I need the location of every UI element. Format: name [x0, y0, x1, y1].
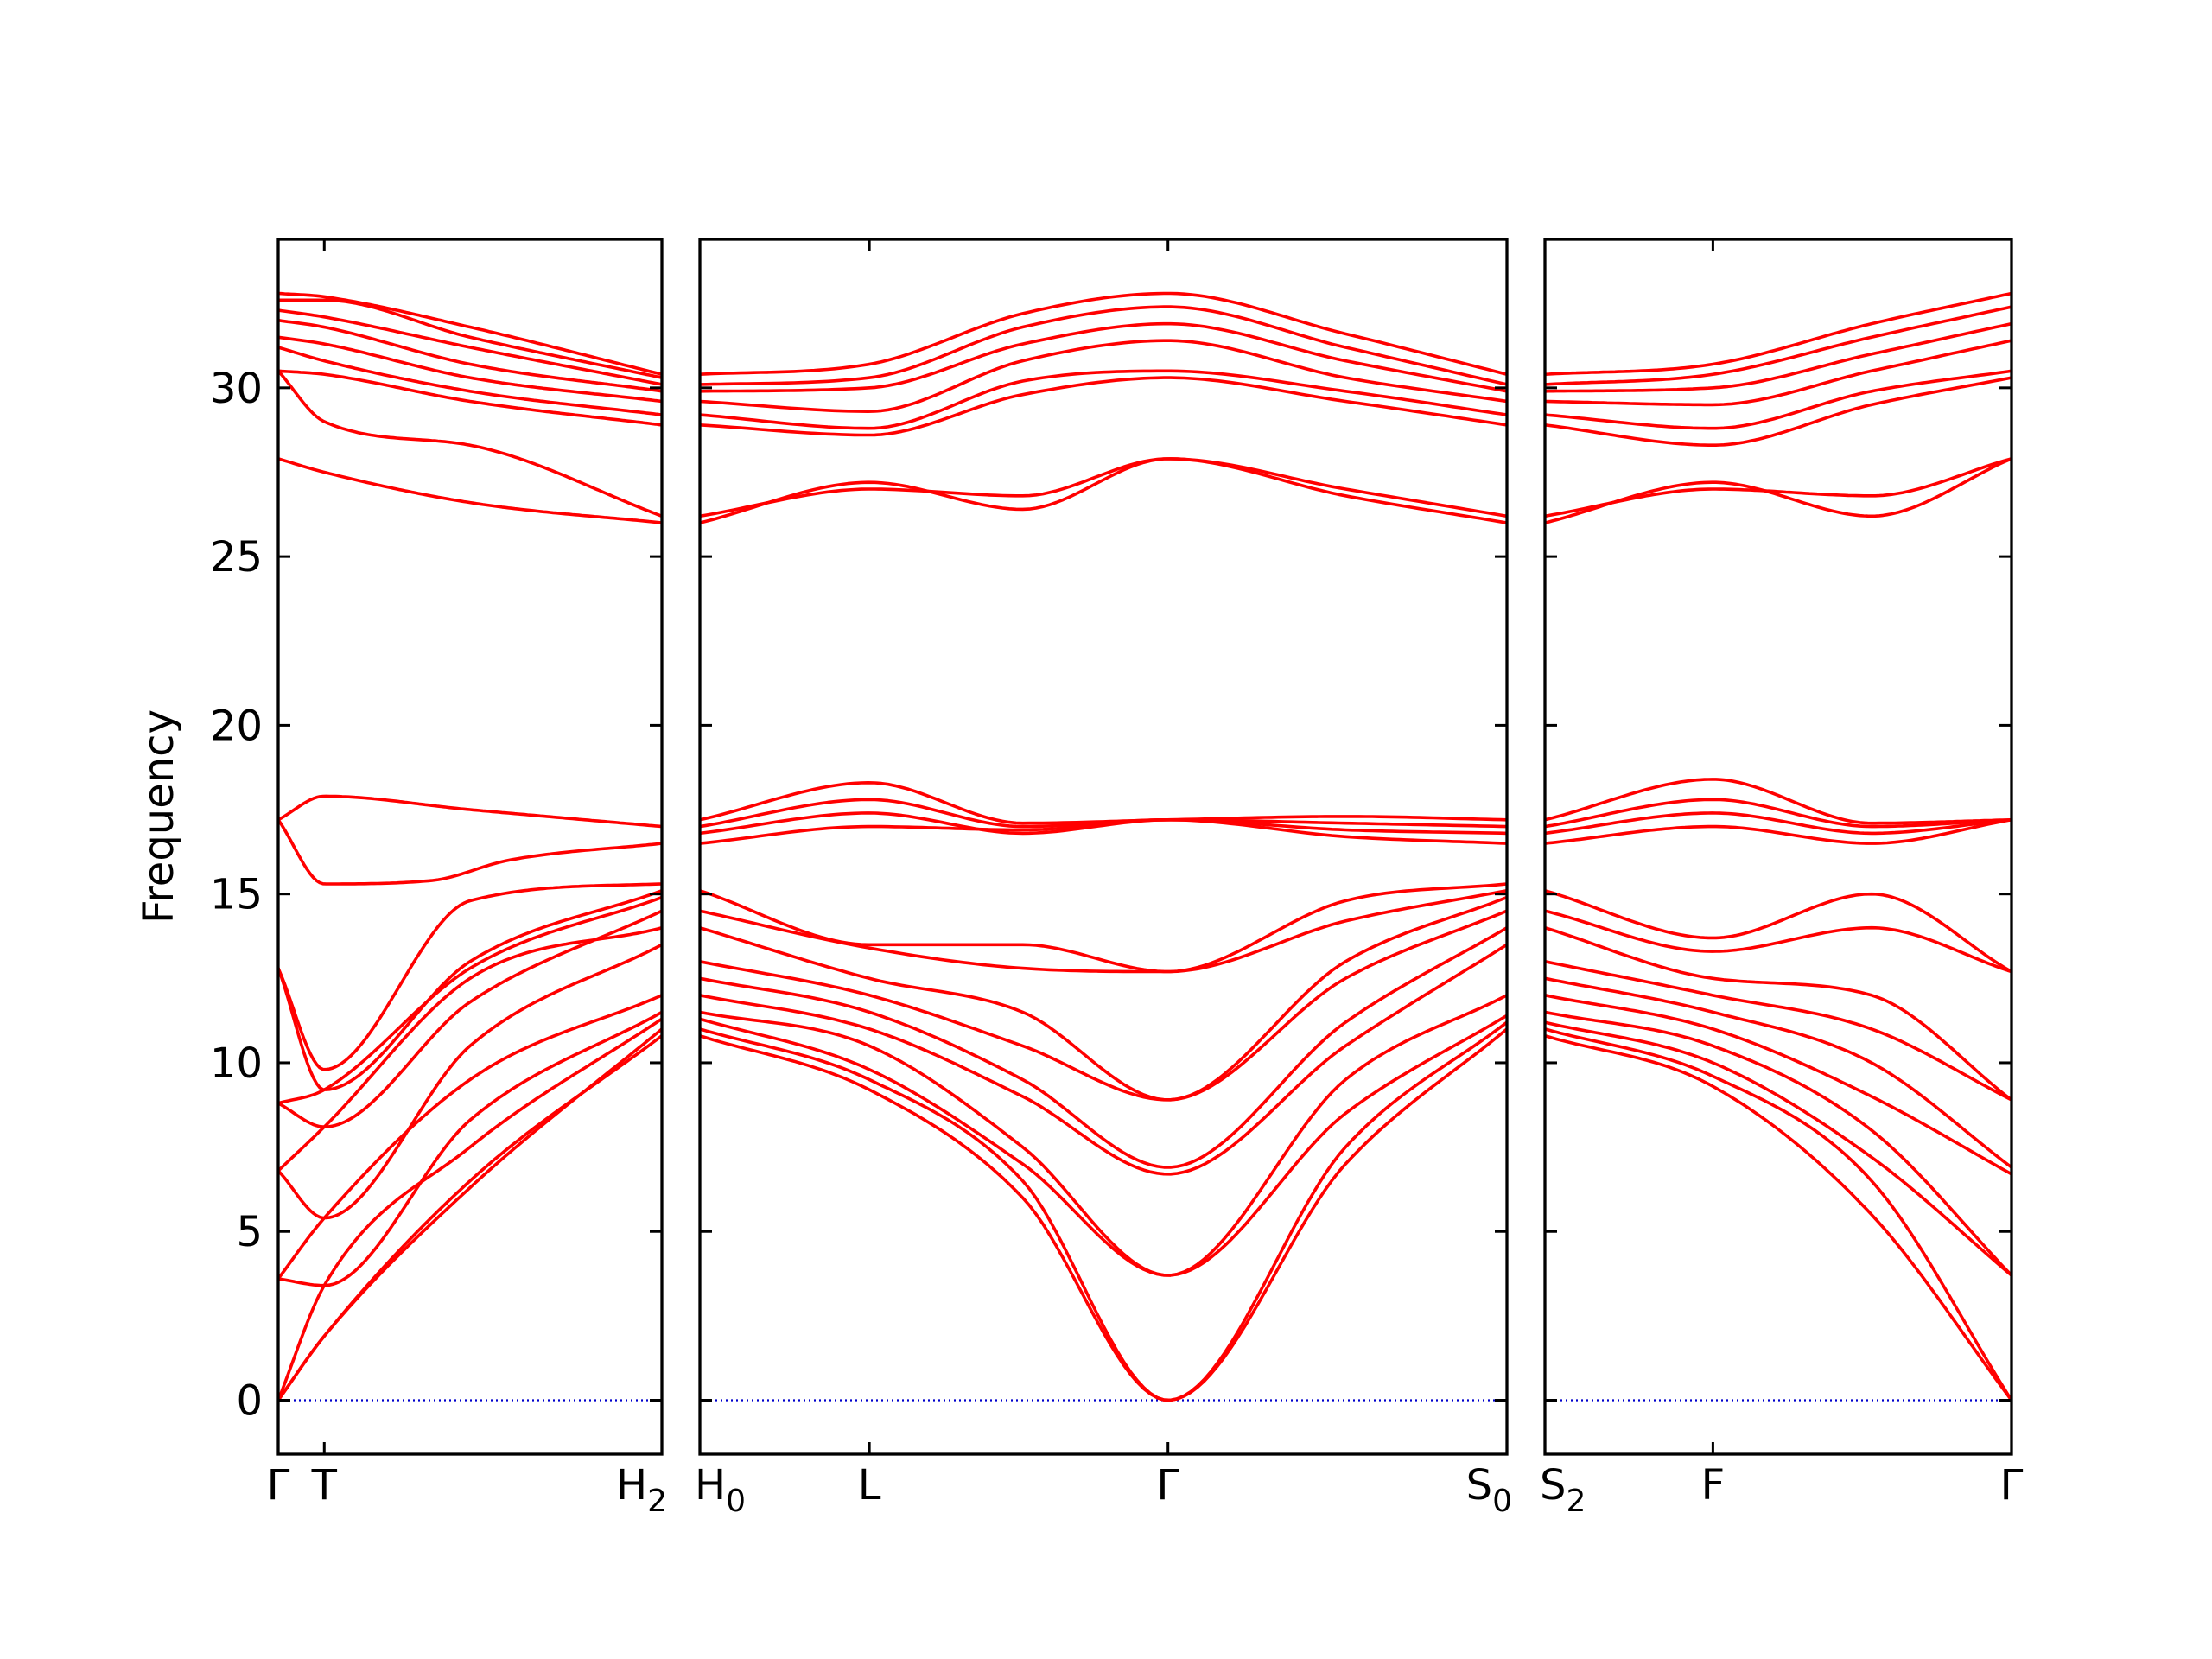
y-tick-label: 5 [236, 1208, 263, 1256]
band-line [1545, 369, 2012, 430]
band-line [278, 994, 662, 1281]
band-line [700, 909, 1507, 1102]
band-line [278, 794, 662, 829]
band-line [1545, 321, 2012, 393]
band-line [1545, 976, 2012, 1169]
band-line [700, 1027, 1507, 1402]
panel-2-frame [698, 238, 1509, 1456]
band-line [700, 1014, 1507, 1277]
band-line [700, 376, 1507, 437]
y-tick-label: 20 [210, 702, 263, 750]
x-tick-label: Γ [1156, 1461, 1179, 1510]
band-line [1545, 291, 2012, 376]
panel-3-frame [1543, 238, 2013, 1456]
panel-3-bands [1545, 291, 2012, 1402]
band-line [278, 346, 662, 416]
band-line [700, 339, 1507, 413]
band-line [278, 1027, 662, 1402]
band-line [278, 318, 662, 393]
x-tick-label: F [1701, 1461, 1726, 1510]
band-line [700, 994, 1507, 1277]
x-tick-label-subscript: 2 [1566, 1484, 1586, 1519]
band-line [278, 308, 662, 386]
band-line [278, 1017, 662, 1402]
x-tick-label: T [311, 1461, 338, 1510]
band-line [700, 457, 1507, 524]
band-line [1545, 339, 2012, 407]
band-line [700, 882, 1507, 974]
band-line [1545, 994, 2012, 1176]
x-tick-label-subscript: 0 [1492, 1484, 1512, 1519]
y-tick-label: 0 [236, 1377, 263, 1426]
y-tick-label: 25 [210, 533, 263, 582]
band-line [1545, 818, 2012, 845]
band-line [700, 925, 1507, 1169]
band-line [1545, 457, 2012, 518]
band-line [278, 909, 662, 1128]
y-tick-label: 30 [210, 365, 263, 413]
band-line [278, 369, 662, 518]
band-line [278, 943, 662, 1220]
band-line [1545, 1010, 2012, 1277]
band-line [1545, 1020, 2012, 1277]
band-line [700, 1020, 1507, 1402]
panel-3: S2 F Γ [1540, 238, 2024, 1519]
x-tick-label: L [858, 1461, 881, 1510]
y-axis-label: Frequency [135, 709, 183, 924]
band-line [278, 895, 662, 1105]
band-line [700, 291, 1507, 376]
band-line [700, 895, 1507, 1102]
band-line [1545, 909, 2012, 974]
band-line [278, 291, 662, 376]
panel-1-frame [276, 238, 664, 1456]
band-line [700, 369, 1507, 430]
band-line [700, 811, 1507, 836]
band-line [1545, 960, 2012, 1102]
band-line [1545, 889, 2012, 974]
band-line [1545, 1027, 2012, 1402]
band-line [1545, 376, 2012, 447]
x-tick-label: Γ [267, 1461, 290, 1510]
band-line [278, 369, 662, 427]
x-tick-label-subscript: 0 [726, 1484, 746, 1519]
band-line [700, 321, 1507, 393]
band-line [278, 457, 662, 524]
panel-2: H0 L Γ S0 [695, 238, 1512, 1519]
band-line [1545, 305, 2012, 386]
band-line [278, 818, 662, 886]
band-line [700, 781, 1507, 825]
band-line [1545, 925, 2012, 1102]
band-line [278, 1010, 662, 1287]
panel-1-bands [278, 291, 662, 1402]
x-tick-label-subscript: 2 [647, 1484, 667, 1519]
band-line [1545, 778, 2012, 825]
band-line [278, 889, 662, 1091]
band-line [700, 457, 1507, 518]
band-line [700, 943, 1507, 1176]
band-line [278, 298, 662, 379]
y-tick-label: 15 [210, 871, 263, 919]
band-line [1545, 1033, 2012, 1402]
band-line [1545, 798, 2012, 829]
x-tick-label: Γ [2000, 1461, 2024, 1510]
band-line [1545, 811, 2012, 836]
band-line [700, 305, 1507, 386]
band-line [278, 882, 662, 1071]
band-line [278, 335, 662, 404]
y-tick-label: 10 [210, 1039, 263, 1088]
panel-2-bands [700, 291, 1507, 1402]
